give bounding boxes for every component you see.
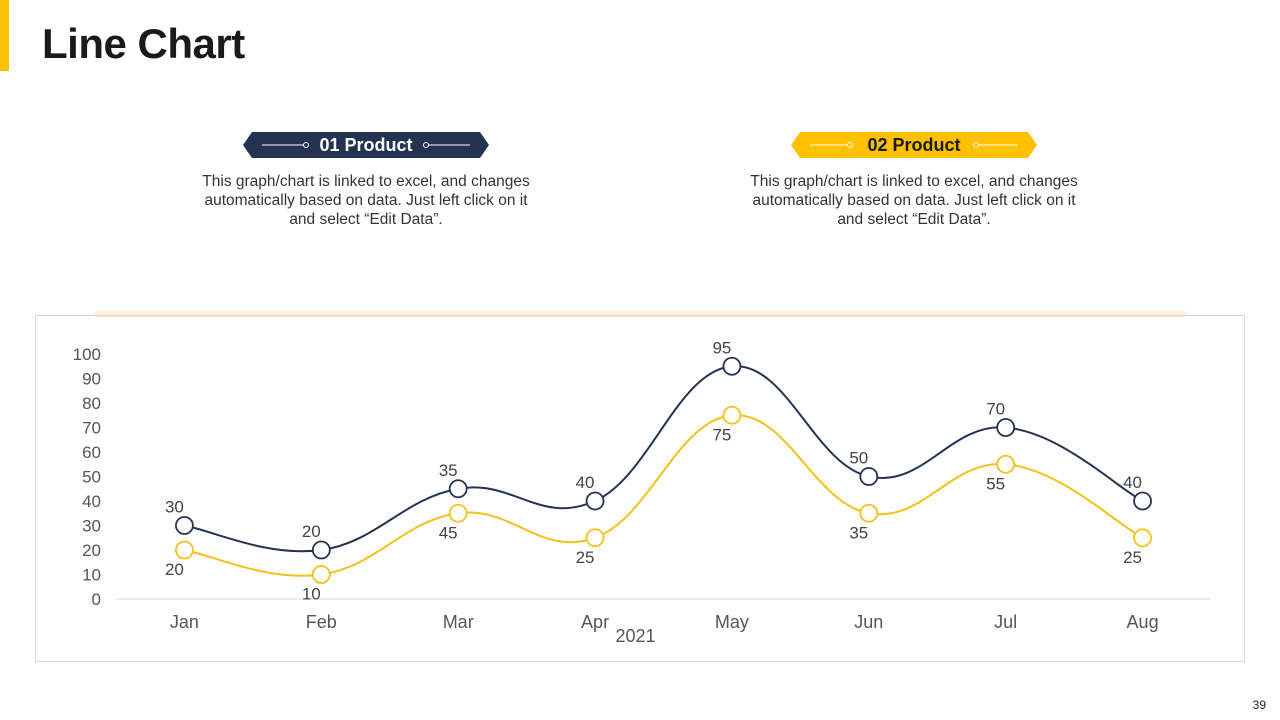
x-tick-label: Mar xyxy=(443,612,474,632)
product-label-1: 01 Product xyxy=(319,135,412,155)
y-tick-label: 50 xyxy=(82,468,101,487)
y-tick-label: 80 xyxy=(82,394,101,413)
x-tick-label: Apr xyxy=(581,612,609,632)
y-tick-label: 0 xyxy=(92,590,101,609)
chart-highlight-line xyxy=(95,311,1186,317)
product-banner-2-dot-left xyxy=(847,142,853,148)
series-1-data-label: 70 xyxy=(986,400,1005,419)
product-block-1: 01 Product This graph/chart is linked to… xyxy=(196,131,536,229)
series-2-data-label: 10 xyxy=(302,585,321,604)
series-1-data-label: 20 xyxy=(302,522,321,541)
series-1-marker xyxy=(1133,491,1152,511)
page-title: Line Chart xyxy=(42,20,245,67)
series-2-line xyxy=(184,414,1144,577)
series-1-line xyxy=(184,365,1144,553)
product-banner-2-shape xyxy=(791,132,1037,158)
line-chart: 0 10 20 30 40 50 60 70 80 90 100 Jan Feb Mar Apr May Jun… xyxy=(35,315,1245,662)
x-tick-label: Jun xyxy=(854,612,883,632)
x-axis-title: 2021 xyxy=(615,626,655,646)
x-tick-label: Jan xyxy=(170,612,199,632)
product-banner-1-shape xyxy=(243,132,489,158)
product-banner-2: 02 Product xyxy=(791,132,1037,158)
y-tick-label: 70 xyxy=(82,419,101,438)
series-1-data-label: 95 xyxy=(712,338,731,357)
product-banner-1-dot-left xyxy=(303,142,309,148)
series-1-data-label: 40 xyxy=(1123,473,1142,492)
series-1-data-label: 40 xyxy=(576,473,595,492)
x-tick-label: Aug xyxy=(1127,612,1159,632)
series-1-marker xyxy=(585,491,605,511)
series-2-marker xyxy=(722,405,742,425)
series-2-marker xyxy=(311,565,331,584)
product-block-2: 02 Product This graph/chart is linked to… xyxy=(744,131,1084,229)
x-tick-label: Feb xyxy=(306,612,337,632)
y-tick-label: 100 xyxy=(73,345,101,364)
y-tick-label: 10 xyxy=(82,566,101,585)
series-1-marker xyxy=(448,479,468,499)
series-1-data-label: 35 xyxy=(439,461,458,480)
series-2-marker xyxy=(859,503,879,523)
series-1-marker xyxy=(859,467,879,486)
series-2-data-label: 25 xyxy=(1123,548,1142,567)
series-2-marker xyxy=(585,528,605,548)
y-tick-label: 40 xyxy=(82,492,101,511)
y-tick-label: 60 xyxy=(82,443,101,462)
series-2-data-label: 45 xyxy=(439,523,458,542)
y-tick-label: 90 xyxy=(82,370,101,389)
product-banner-1: 01 Product xyxy=(243,132,489,158)
product-label-2: 02 Product xyxy=(867,135,960,155)
series-2-marker xyxy=(448,503,468,523)
product-description-2: This graph/chart is linked to excel, and… xyxy=(750,173,1078,228)
y-tick-label: 30 xyxy=(82,517,101,536)
series-2-data-label: 20 xyxy=(165,560,184,579)
page-number: 39 xyxy=(1252,698,1266,712)
series-1-marker xyxy=(722,356,742,376)
title-accent-bar xyxy=(0,0,9,71)
series-1-data-label: 30 xyxy=(165,498,184,517)
series-1-marker xyxy=(996,418,1016,437)
series-1-marker xyxy=(175,516,194,535)
series-2-data-label: 55 xyxy=(986,474,1005,493)
series-2-marker xyxy=(175,540,194,560)
series-2-data-label: 75 xyxy=(712,425,731,444)
x-tick-label: Jul xyxy=(994,612,1017,632)
series-2-marker xyxy=(1133,528,1152,548)
series-1-data-label: 50 xyxy=(849,449,868,468)
product-description-1: This graph/chart is linked to excel, and… xyxy=(202,173,530,228)
line-chart-svg: 0 10 20 30 40 50 60 70 80 90 100 Jan Feb Mar Apr May Jun… xyxy=(73,338,1211,646)
x-tick-label: May xyxy=(715,612,749,632)
series-2-marker xyxy=(996,454,1016,474)
series-2-data-label: 35 xyxy=(849,523,868,542)
series-2-data-label: 25 xyxy=(576,548,595,567)
y-tick-label: 20 xyxy=(82,541,101,560)
series-1-marker xyxy=(311,540,331,560)
